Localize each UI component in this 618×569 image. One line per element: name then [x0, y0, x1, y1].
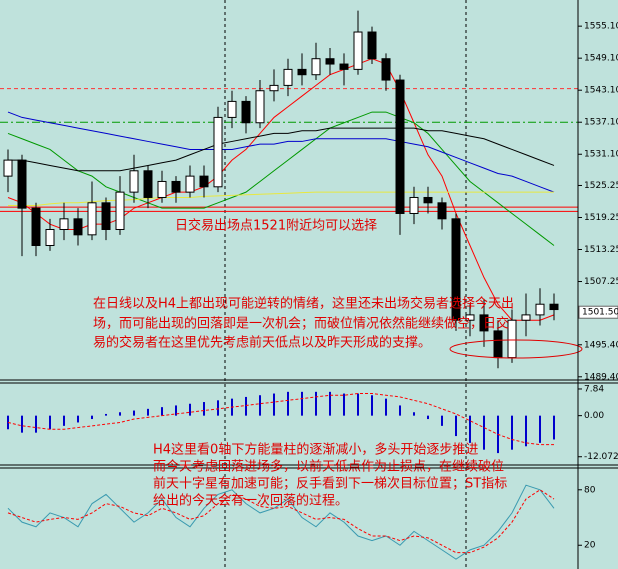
y-tick-label: 1489.40 [584, 372, 618, 382]
y-tick-label: 1555.10 [584, 22, 618, 32]
candle-body [325, 58, 335, 65]
candle-body [31, 207, 41, 247]
y-tick-label: -12.072 [584, 452, 618, 462]
candle-body [535, 303, 545, 316]
candle-body [507, 319, 517, 359]
y-tick-label: 20 [584, 541, 596, 551]
annotation: 易的交易者在这里优先考虑前天低点以及昨天形成的支撑。 [93, 335, 431, 351]
annotation: 日交易出场点1521附近均可以选择 [175, 218, 377, 234]
candle-body [297, 68, 307, 76]
y-tick-label: 1543.10 [584, 86, 618, 96]
candle-body [465, 314, 475, 321]
candle-body [129, 170, 139, 193]
candle-body [227, 100, 237, 118]
candle-body [45, 228, 55, 247]
candle-body [381, 58, 391, 81]
candle-body [367, 31, 377, 60]
candle-body [171, 180, 181, 193]
candle-body [143, 170, 153, 198]
candle-body [395, 79, 405, 214]
last-price-box [578, 305, 618, 319]
macd-panel: 7.84 0.00 -12.072 [7, 384, 618, 462]
annotations: 日交易出场点1521附近均可以选择在日线以及H4上都出现可能逆转的情绪，这里还未… [93, 218, 514, 509]
indicator-line [8, 191, 554, 206]
candle-body [269, 84, 279, 92]
candle-body [101, 202, 111, 230]
indicator-line [7, 58, 555, 321]
candle-body [479, 314, 489, 332]
y-tick-label: 1507.25 [584, 277, 618, 287]
candle-body [115, 191, 125, 230]
candle-body [339, 63, 349, 70]
indicator-line [7, 484, 555, 560]
support-ellipse [449, 339, 583, 359]
candle-body [157, 180, 167, 198]
y-tick-label: 1495.40 [584, 340, 618, 350]
y-tick-label: 1549.10 [584, 54, 618, 64]
candle-body [185, 175, 195, 193]
candle-body [451, 218, 461, 321]
indicator-line [7, 489, 555, 554]
annotation: 在日线以及H4上都出现可能逆转的情绪，这里还未出场交易者选择今天出 [93, 296, 514, 312]
candle-body [17, 159, 27, 209]
candle-body [353, 31, 363, 70]
indicator-line [8, 127, 555, 172]
y-tick-label: 1519.25 [584, 213, 618, 223]
indicator-line [7, 111, 555, 193]
annotation: 前天十字星有加速可能；反手看到下一梯次目标位置；ST指标 [153, 476, 507, 492]
price-panel: 1555.10 1549.10 1543.10 1537.10 1531.10 1525.… [0, 10, 618, 382]
candle-body [283, 68, 293, 86]
y-tick-label: 1531.10 [584, 150, 618, 160]
candle-body [311, 58, 321, 76]
candle-body [521, 314, 531, 321]
annotation: H4这里看0轴下方能量柱的逐渐减小，多头开始逐步推进 [153, 442, 478, 458]
candle-body [59, 218, 69, 230]
y-tick-label: 1525.25 [584, 181, 618, 191]
candle-body [409, 196, 419, 214]
candle-body [255, 90, 265, 124]
indicator-line [7, 393, 554, 446]
candle-body [493, 330, 503, 359]
annotation: 给出的今天会有一次回落的过程。 [153, 493, 348, 509]
candle-body [241, 100, 251, 124]
annotation: 而今天考虑回落进场多，以前天低点作为止损点，在继续破位 [153, 459, 504, 475]
y-tick-label: 0.00 [584, 411, 604, 421]
candle-body [549, 303, 559, 311]
candle-body [87, 202, 97, 236]
last-price-label: 1501.50 [582, 308, 618, 318]
indicator-line [7, 111, 555, 246]
candle-body [213, 116, 223, 188]
stoch-panel: 80 20 [7, 484, 596, 560]
y-tick-label: 80 [584, 485, 596, 495]
candle-body [423, 196, 433, 204]
y-tick-label: 7.84 [584, 384, 604, 394]
y-tick-label: 1513.25 [584, 245, 618, 255]
candle-body [199, 175, 209, 188]
y-tick-label: 1537.10 [584, 118, 618, 128]
candle-body [73, 218, 83, 236]
candle-body [437, 202, 447, 220]
candle-body [3, 159, 13, 177]
annotation: 场，而可能出现的回落即是一次机会；而破位情况依然能继续做空，日交 [93, 316, 509, 332]
